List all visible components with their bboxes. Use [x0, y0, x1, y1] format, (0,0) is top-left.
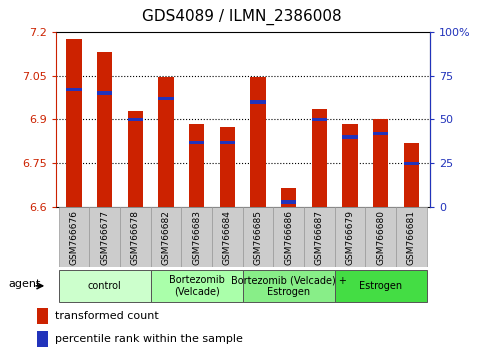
Bar — [189, 124, 204, 207]
Bar — [66, 39, 82, 207]
Bar — [128, 111, 143, 207]
Text: GSM766686: GSM766686 — [284, 210, 293, 265]
Bar — [120, 207, 151, 267]
Text: Bortezomib
(Velcade): Bortezomib (Velcade) — [169, 275, 225, 297]
Bar — [373, 119, 388, 207]
Bar — [58, 207, 89, 267]
Text: GSM766679: GSM766679 — [346, 210, 355, 265]
Text: GSM766680: GSM766680 — [376, 210, 385, 265]
Text: control: control — [88, 281, 122, 291]
Bar — [181, 207, 212, 267]
Bar — [373, 132, 388, 135]
Text: percentile rank within the sample: percentile rank within the sample — [55, 334, 242, 344]
Bar — [342, 135, 358, 139]
Text: GSM766685: GSM766685 — [254, 210, 263, 265]
Bar — [128, 118, 143, 121]
Bar — [281, 188, 297, 207]
Bar — [250, 77, 266, 207]
Bar — [151, 270, 243, 302]
Bar — [243, 270, 335, 302]
Bar — [312, 109, 327, 207]
Text: GSM766681: GSM766681 — [407, 210, 416, 265]
Bar — [404, 143, 419, 207]
Bar — [158, 97, 174, 100]
Bar — [89, 207, 120, 267]
Bar — [220, 127, 235, 207]
Bar — [37, 331, 48, 347]
Bar — [396, 207, 427, 267]
Text: Bortezomib (Velcade) +
Estrogen: Bortezomib (Velcade) + Estrogen — [231, 275, 347, 297]
Bar — [212, 207, 243, 267]
Text: agent: agent — [8, 279, 41, 289]
Bar — [189, 141, 204, 144]
Text: GSM766684: GSM766684 — [223, 210, 232, 265]
Bar — [281, 200, 297, 204]
Text: GSM766676: GSM766676 — [70, 210, 78, 265]
Text: GSM766683: GSM766683 — [192, 210, 201, 265]
Bar — [250, 100, 266, 104]
Bar — [404, 161, 419, 165]
Bar — [335, 207, 366, 267]
Text: transformed count: transformed count — [55, 311, 158, 321]
Bar — [342, 124, 358, 207]
Bar — [366, 207, 396, 267]
Text: GSM766678: GSM766678 — [131, 210, 140, 265]
Text: GSM766682: GSM766682 — [161, 210, 170, 265]
Bar — [312, 118, 327, 121]
Bar — [273, 207, 304, 267]
Bar — [151, 207, 181, 267]
Bar — [66, 88, 82, 91]
Bar — [37, 308, 48, 324]
Bar — [335, 270, 427, 302]
Text: Estrogen: Estrogen — [359, 281, 402, 291]
Bar — [304, 207, 335, 267]
Bar — [97, 91, 113, 95]
Text: GSM766677: GSM766677 — [100, 210, 109, 265]
Text: GSM766687: GSM766687 — [315, 210, 324, 265]
Bar — [158, 77, 174, 207]
Bar — [58, 270, 151, 302]
Bar — [220, 141, 235, 144]
Bar — [97, 52, 113, 207]
Bar — [243, 207, 273, 267]
Text: GDS4089 / ILMN_2386008: GDS4089 / ILMN_2386008 — [142, 9, 341, 25]
